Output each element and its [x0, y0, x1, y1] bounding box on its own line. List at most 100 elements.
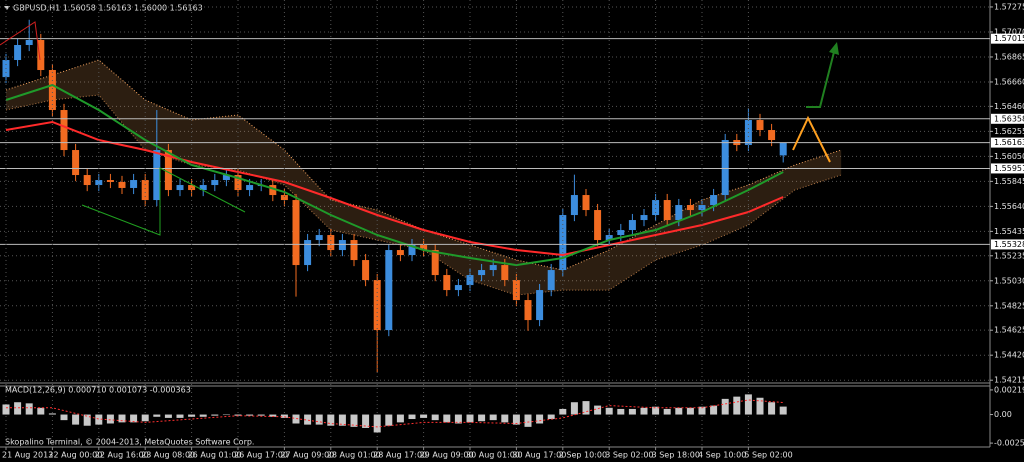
level-label-box	[991, 113, 1024, 124]
candle-body	[710, 195, 718, 206]
y-tick-label: 1.55235	[994, 251, 1024, 260]
macd-bar	[48, 413, 56, 415]
macd-bar	[72, 414, 80, 425]
macd-bar	[547, 414, 555, 420]
macd-bar	[431, 414, 439, 421]
macd-bar	[385, 414, 393, 426]
macd-bar	[733, 396, 741, 415]
macd-bar	[768, 402, 776, 415]
macd-bar	[686, 407, 694, 415]
x-tick-label: 22 Aug 00:00	[48, 451, 102, 460]
x-tick-label: 3 Sep 02:00	[605, 451, 653, 460]
candle-body	[14, 45, 22, 61]
macd-bar	[640, 407, 648, 415]
candle-body	[489, 265, 497, 271]
y-tick-label: 1.57275	[994, 2, 1024, 11]
macd-bar	[466, 414, 474, 423]
macd-bar	[141, 414, 149, 422]
macd-bar	[512, 414, 520, 425]
drawn-arrow	[792, 115, 831, 163]
candle-body	[338, 240, 346, 251]
level-label-box	[991, 33, 1024, 44]
candle-body	[246, 185, 254, 191]
candle-body	[675, 205, 683, 221]
candle-body	[176, 185, 184, 191]
candle-body	[269, 185, 277, 196]
candle-body	[617, 230, 625, 236]
macd-bar	[478, 414, 486, 422]
x-tick-label: 28 Aug 17:00	[373, 451, 427, 460]
candle-body	[570, 195, 578, 216]
macd-bar	[582, 401, 590, 415]
macd-bar	[130, 414, 138, 423]
candle-body	[779, 142, 787, 156]
candle-body	[686, 205, 694, 211]
macd-bar	[222, 414, 230, 416]
candle-body	[350, 240, 358, 261]
macd-bar	[501, 414, 509, 423]
macd-bar	[454, 414, 462, 424]
candle-body	[106, 180, 114, 182]
candle-body	[431, 250, 439, 276]
macd-bar	[60, 414, 68, 421]
y-tick-label: 1.55435	[994, 227, 1024, 236]
y-tick-label: 1.56255	[994, 127, 1024, 136]
macd-bar	[652, 406, 660, 415]
candle-body	[582, 195, 590, 211]
x-tick-label: 21 Aug 2013	[2, 451, 53, 460]
macd-bar	[95, 414, 103, 425]
y-tick-label: 1.55030	[994, 276, 1024, 285]
candle-body	[698, 205, 706, 211]
macd-bar	[420, 414, 428, 418]
user-drawings	[0, 21, 839, 236]
candle-body	[652, 200, 660, 216]
level-label: 1.55951	[994, 164, 1024, 173]
candle-body	[501, 265, 509, 281]
x-tick-label: 29 Aug 09:00	[420, 451, 474, 460]
macd-bar	[246, 414, 254, 416]
candle-body	[721, 140, 729, 196]
candle-body	[443, 275, 451, 291]
macd-bar	[106, 414, 114, 424]
x-tick-label: 4 Sep 10:00	[698, 451, 746, 460]
macd-bar	[118, 414, 126, 423]
y-tick-label: 1.54825	[994, 301, 1024, 310]
macd-bar	[628, 408, 636, 415]
macd-bar	[176, 414, 184, 418]
macd-bar	[269, 414, 277, 417]
macd-bar	[25, 403, 33, 415]
candle-body	[594, 210, 602, 241]
drawn-line	[0, 21, 41, 61]
level-label: 1.56358	[994, 114, 1024, 123]
macd-bar	[304, 414, 312, 425]
candle-body	[211, 180, 219, 186]
candle-body	[130, 180, 138, 188]
candle-body	[48, 70, 56, 111]
drawn-line	[81, 167, 246, 236]
candle-body	[188, 185, 196, 191]
x-tick-label: 3 Sep 18:00	[652, 451, 700, 460]
candle-body	[512, 280, 520, 301]
x-tick-label: 5 Sep 02:00	[744, 451, 792, 460]
level-label-box	[991, 163, 1024, 174]
candle-body	[234, 175, 242, 191]
candle-body	[72, 150, 80, 176]
y-tick-label: 1.54420	[994, 351, 1024, 360]
x-tick-label: 22 Aug 16:00	[95, 451, 149, 460]
macd-bar	[292, 414, 300, 424]
y-tick-label: 1.56865	[994, 52, 1024, 61]
macd-bar	[663, 408, 671, 415]
candle-body	[362, 260, 370, 281]
macd-bar	[617, 408, 625, 415]
macd-bar	[744, 394, 752, 415]
candle-body	[768, 130, 776, 141]
macd-bar	[559, 408, 567, 415]
y-tick-label: 0.002199	[994, 385, 1024, 394]
macd-bar	[594, 405, 602, 415]
macd-bar	[710, 405, 718, 415]
moving-average	[5, 120, 784, 257]
candle-body	[153, 150, 161, 201]
macd-bar	[698, 406, 706, 415]
level-label-box	[991, 239, 1024, 250]
macd-bar	[315, 414, 323, 425]
